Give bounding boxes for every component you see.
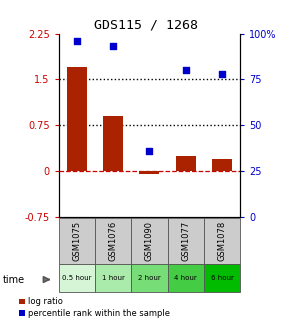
Bar <box>131 264 168 292</box>
Text: 4 hour: 4 hour <box>174 275 197 281</box>
Bar <box>59 218 95 264</box>
Bar <box>103 116 123 171</box>
Bar <box>168 264 204 292</box>
Text: 1 hour: 1 hour <box>102 275 125 281</box>
Bar <box>168 218 204 264</box>
Text: 2 hour: 2 hour <box>138 275 161 281</box>
Text: 0.5 hour: 0.5 hour <box>62 275 91 281</box>
Text: time: time <box>3 275 25 285</box>
Bar <box>67 67 87 171</box>
Bar <box>139 171 159 174</box>
Bar <box>204 264 240 292</box>
Text: GSM1077: GSM1077 <box>181 221 190 261</box>
Text: GSM1078: GSM1078 <box>218 221 226 261</box>
Text: GSM1090: GSM1090 <box>145 221 154 261</box>
Point <box>147 148 152 154</box>
Bar <box>131 218 168 264</box>
Bar <box>95 264 131 292</box>
Text: GSM1076: GSM1076 <box>109 221 117 261</box>
Bar <box>204 218 240 264</box>
Point <box>111 44 115 49</box>
Legend: log ratio, percentile rank within the sample: log ratio, percentile rank within the sa… <box>19 297 170 318</box>
Point <box>220 71 224 77</box>
Point <box>74 38 79 44</box>
Bar <box>176 156 196 171</box>
Point <box>183 68 188 73</box>
Bar <box>95 218 131 264</box>
Text: GDS115 / 1268: GDS115 / 1268 <box>95 19 198 32</box>
Text: 6 hour: 6 hour <box>211 275 234 281</box>
Bar <box>59 264 95 292</box>
Bar <box>212 159 232 171</box>
Text: GSM1075: GSM1075 <box>72 221 81 261</box>
